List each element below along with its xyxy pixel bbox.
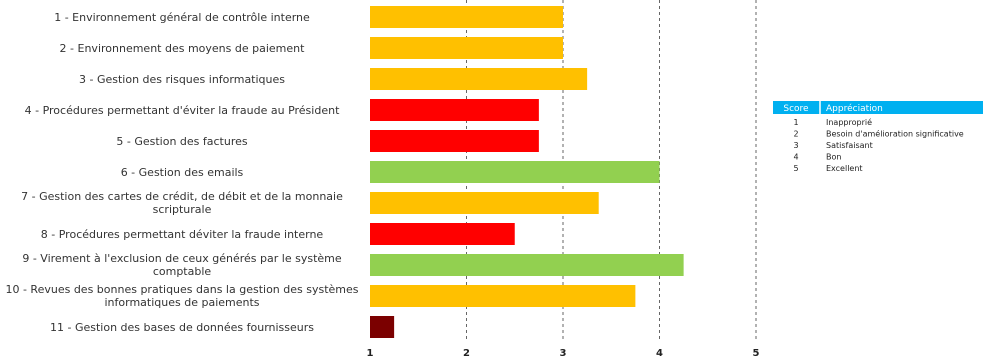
category-label: 5 - Gestion des factures xyxy=(116,135,248,148)
x-tick-label: 1 xyxy=(367,348,374,358)
category-label: 3 - Gestion des risques informatiques xyxy=(79,73,285,86)
x-tick-label: 2 xyxy=(463,348,470,358)
bar xyxy=(370,254,684,276)
category-label: 4 - Procédures permettant d'éviter la fr… xyxy=(25,104,340,117)
category-label: 10 - Revues des bonnes pratiques dans la… xyxy=(5,283,358,309)
bar xyxy=(370,161,660,183)
bar xyxy=(370,223,515,245)
legend-appreciation: Excellent xyxy=(826,164,863,173)
legend-appreciation: Besoin d'amélioration significative xyxy=(826,129,964,139)
legend-score: 3 xyxy=(793,141,798,150)
category-label: 1 - Environnement général de contrôle in… xyxy=(54,11,310,24)
legend-score: 1 xyxy=(793,118,798,127)
legend-appreciation: Inapproprié xyxy=(826,117,872,127)
bar xyxy=(370,285,636,307)
x-tick-label: 4 xyxy=(656,348,663,358)
category-label: 9 - Virement à l'exclusion de ceux génér… xyxy=(22,252,342,278)
bars xyxy=(370,6,684,338)
bar xyxy=(370,6,563,28)
legend-score: 4 xyxy=(793,153,798,162)
category-label: 11 - Gestion des bases de données fourni… xyxy=(50,321,314,334)
category-label: 6 - Gestion des emails xyxy=(121,166,244,179)
bar xyxy=(370,316,395,338)
category-label: 7 - Gestion des cartes de crédit, de déb… xyxy=(21,190,343,216)
x-axis-ticks: 1 2 3 4 5 xyxy=(367,348,760,358)
bar xyxy=(370,130,539,152)
legend-appreciation: Satisfaisant xyxy=(826,141,873,150)
legend-header-appreciation: Appréciation xyxy=(826,103,883,114)
legend-header-score: Score xyxy=(783,104,809,114)
legend-header-bg xyxy=(773,101,983,114)
bar xyxy=(370,192,599,214)
category-label: 8 - Procédures permettant déviter la fra… xyxy=(41,228,324,241)
category-label: 2 - Environnement des moyens de paiement xyxy=(60,42,306,55)
score-legend-table: Score Appréciation 1 Inapproprié 2 Besoin d… xyxy=(773,101,983,173)
x-tick-label: 5 xyxy=(753,348,760,358)
category-labels: 1 - Environnement général de contrôle in… xyxy=(5,11,358,334)
bar xyxy=(370,37,563,59)
bar xyxy=(370,68,588,90)
legend-appreciation: Bon xyxy=(826,153,841,162)
legend-score: 5 xyxy=(793,164,798,173)
bar xyxy=(370,99,539,121)
legend-score: 2 xyxy=(793,130,798,139)
x-tick-label: 3 xyxy=(560,348,567,358)
